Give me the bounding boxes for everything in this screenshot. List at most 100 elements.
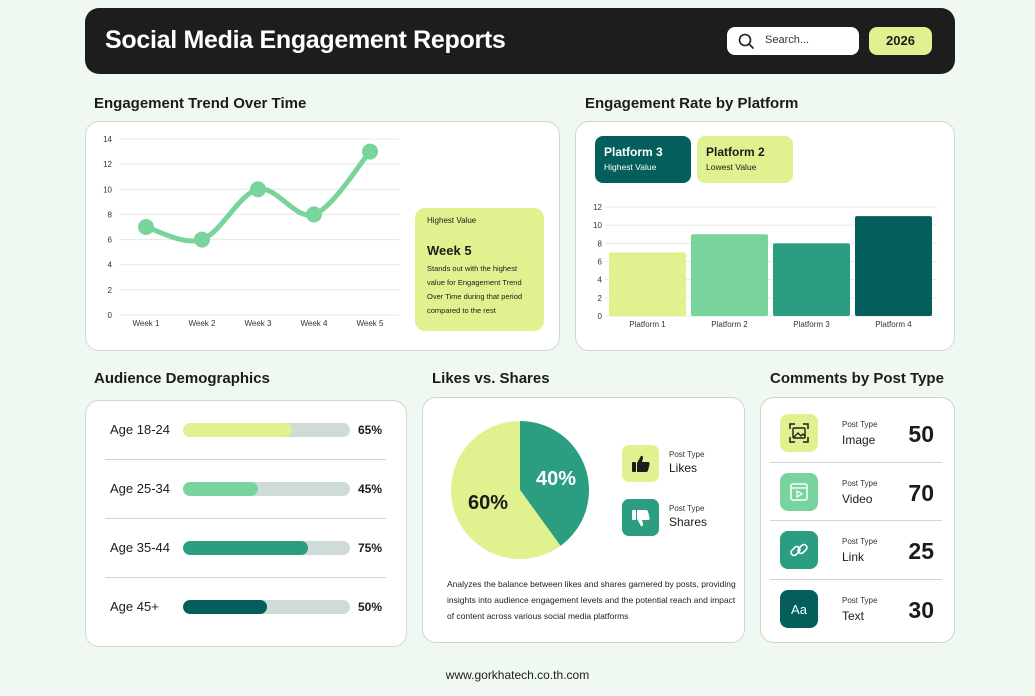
comments-section-title: Comments by Post Type [770,370,944,387]
demographic-label: Age 45+ [110,599,159,614]
comment-type: Text [842,609,865,623]
divider [770,579,942,580]
comment-count: 50 [908,421,934,447]
demographic-progress-fill [183,541,309,555]
pie-slice-shares [520,421,589,546]
divider [105,518,386,519]
badge-name: Platform 3 [604,145,663,159]
data-point [362,143,378,160]
demographic-label: Age 18-24 [110,422,170,437]
divider [770,462,942,463]
text-icon-tile: Aa [780,590,818,628]
x-tick-label: Platform 3 [793,320,830,329]
demographic-progress-track [183,541,350,555]
thumbs-down-icon [632,510,650,527]
x-tick-label: Platform 4 [875,320,912,329]
comment-row-text: Aa Post Type Text 30 [770,585,942,635]
demographic-row: Age 35-44 75% [107,538,387,558]
comment-row-video: Post Type Video 70 [770,468,942,518]
y-tick-label: 4 [598,276,603,285]
highest-value-callout: Highest Value Week 5 Stands out with the… [415,208,544,331]
likes-legend-swatch [622,445,659,482]
comment-caption: Post Type [842,420,878,429]
data-point [306,206,322,223]
comment-count: 30 [908,597,934,623]
demographic-percent: 75% [358,541,383,555]
y-tick-label: 2 [598,294,603,303]
legend-label: Likes [669,461,698,475]
x-tick-label: Week 3 [245,319,273,328]
comment-type: Link [842,550,865,564]
y-tick-label: 6 [598,258,603,267]
video-icon [790,483,808,501]
demographic-progress-track [183,600,350,614]
legend-label: Shares [669,515,708,529]
callout-description: Stands out with the highest value for En… [427,264,523,315]
callout-label: Highest Value [427,216,477,225]
demographic-label: Age 25-34 [110,481,170,496]
demographic-row: Age 18-24 65% [107,420,387,440]
platform-bar-chart: 0 2 4 6 8 10 12 Platform 1 Platform 2 Platform 3 P… [593,203,937,329]
y-tick-label: 4 [108,261,113,270]
link-icon [790,543,808,557]
demographic-percent: 45% [358,482,383,496]
likes-legend: Post Type Likes [669,450,704,475]
y-tick-label: 2 [108,286,113,295]
data-point [138,219,154,235]
search-placeholder: Search... [765,34,810,46]
link-icon-tile [780,531,818,569]
image-icon-tile [780,414,818,452]
search-input[interactable]: Search... [727,27,859,55]
x-tick-label: Week 5 [357,319,385,328]
video-icon-tile [780,473,818,511]
comment-caption: Post Type [842,479,878,488]
data-point [194,231,210,248]
footer-url[interactable]: www.gorkhatech.co.th.com [445,668,590,682]
x-tick-label: Week 4 [301,319,329,328]
comment-count: 25 [908,538,934,564]
x-tick-label: Platform 1 [629,320,666,329]
demographic-progress-fill [183,423,292,437]
comment-count: 70 [908,480,934,506]
search-icon [738,33,754,49]
pie-label-shares: 40% [536,468,576,490]
year-selector[interactable]: 2026 [869,27,932,55]
y-tick-label: 8 [108,210,113,219]
divider [770,520,942,521]
image-icon [789,423,809,443]
demographic-progress-fill [183,600,267,614]
highest-platform-badge: Platform 3 Highest Value [595,136,691,183]
comment-row-link: Post Type Link 25 [770,526,942,576]
comment-caption: Post Type [842,596,878,605]
legend-caption: Post Type [669,504,705,513]
header-bar: Social Media Engagement Reports Search..… [85,8,955,74]
page-title: Social Media Engagement Reports [105,26,506,54]
y-tick-label: 12 [593,203,602,212]
comment-type: Image [842,433,876,447]
trend-line-chart: 0 2 4 6 8 10 12 14 Week 1 Week 2 Week 3 Week 4 Week … [103,135,399,328]
y-tick-label: 10 [593,221,602,230]
bar [855,216,932,316]
y-tick-label: 0 [108,311,113,320]
x-tick-label: Platform 2 [711,320,748,329]
likes-shares-pie-chart: 60% 40% [451,421,589,559]
y-tick-label: 12 [103,160,112,169]
demographic-progress-track [183,423,350,437]
platform-section-title: Engagement Rate by Platform [585,95,799,112]
demographics-section-title: Audience Demographics [94,370,270,387]
divider [105,577,386,578]
badge-sub: Lowest Value [706,162,757,172]
y-tick-label: 6 [108,236,113,245]
comment-type: Video [842,492,873,506]
demographic-row: Age 45+ 50% [107,597,387,617]
trend-section-title: Engagement Trend Over Time [94,95,307,112]
x-tick-label: Week 2 [189,319,217,328]
badge-name: Platform 2 [706,145,765,159]
callout-value: Week 5 [427,243,472,258]
demographic-percent: 65% [358,423,383,437]
shares-legend: Post Type Shares [669,504,707,529]
svg-text:Aa: Aa [791,602,808,617]
legend-caption: Post Type [669,450,705,459]
comment-row-image: Post Type Image 50 [770,409,942,459]
bar [691,234,768,316]
